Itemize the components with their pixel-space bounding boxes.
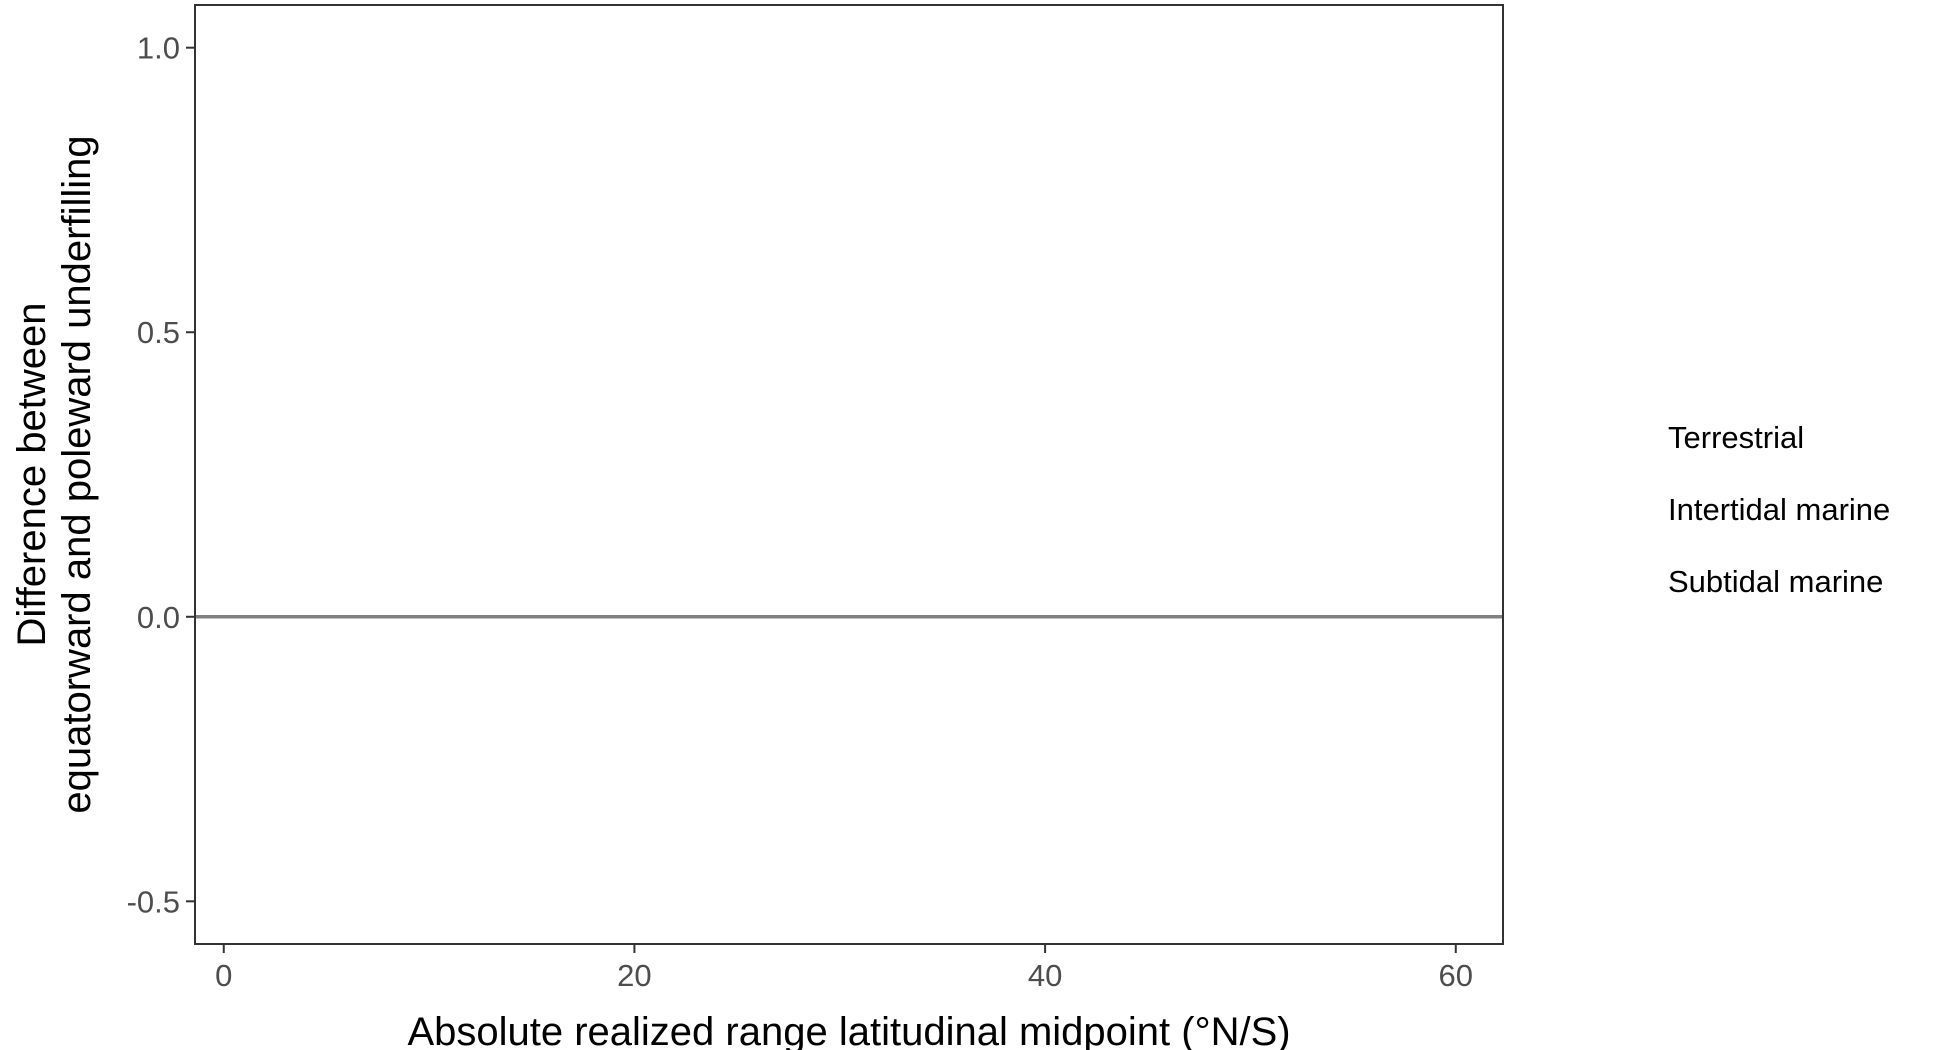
y-axis-title-line: equatorward and poleward underfilling xyxy=(55,135,99,813)
y-tick-label: 1.0 xyxy=(137,31,180,66)
legend-item-label: Subtidal marine xyxy=(1668,564,1883,599)
legend: Terrestrial Intertidal marine Subtidal mar… xyxy=(1668,420,1890,599)
plot-panel xyxy=(194,4,1504,945)
x-tick-label: 0 xyxy=(215,958,232,993)
x-tick-label: 60 xyxy=(1439,958,1473,993)
legend-item-label: Intertidal marine xyxy=(1668,492,1890,527)
x-tick-label: 20 xyxy=(617,958,651,993)
y-tick-label: -0.5 xyxy=(127,884,180,919)
y-tick-label: 0.0 xyxy=(137,600,180,635)
legend-item-label: Terrestrial xyxy=(1668,420,1804,455)
axis-ticks-layer: 0 20 40 60 1.0 0.5 0.0 -0.5 xyxy=(127,31,1473,993)
y-tick-label: 0.5 xyxy=(137,315,180,350)
y-axis-title: Difference betweenequatorward and polewa… xyxy=(10,135,99,813)
x-axis-title: Absolute realized range latitudinal midp… xyxy=(407,1010,1290,1050)
y-axis-title-line: Difference between xyxy=(10,303,54,647)
x-tick-label: 40 xyxy=(1028,958,1062,993)
